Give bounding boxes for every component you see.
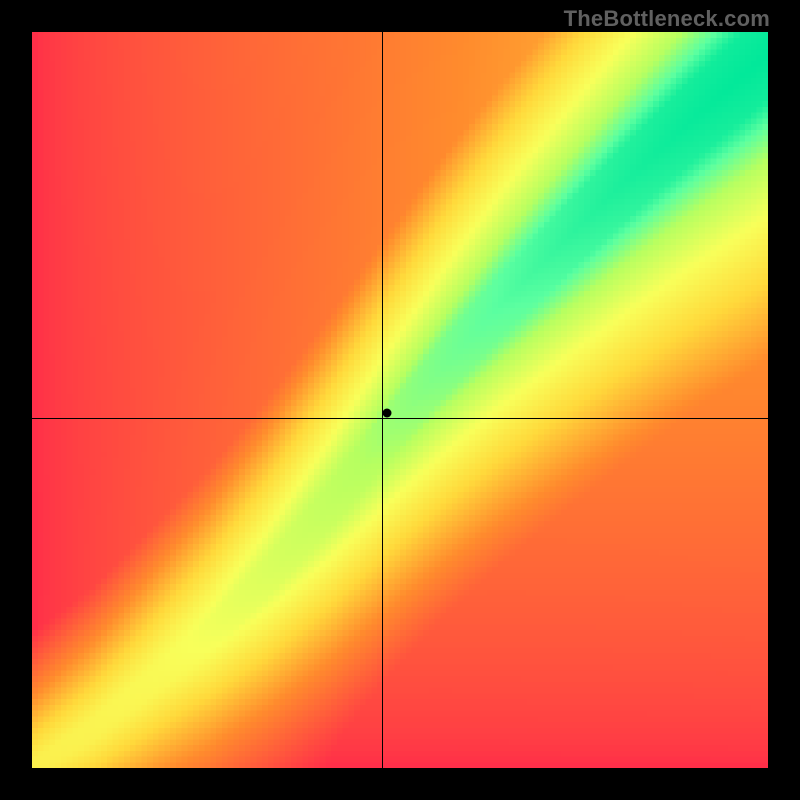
marker-dot bbox=[383, 408, 392, 417]
crosshair-vertical bbox=[382, 32, 383, 768]
crosshair-horizontal bbox=[32, 418, 768, 419]
plot-area bbox=[32, 32, 768, 768]
heatmap-canvas bbox=[32, 32, 768, 768]
chart-container: TheBottleneck.com bbox=[0, 0, 800, 800]
watermark-text: TheBottleneck.com bbox=[564, 6, 770, 32]
